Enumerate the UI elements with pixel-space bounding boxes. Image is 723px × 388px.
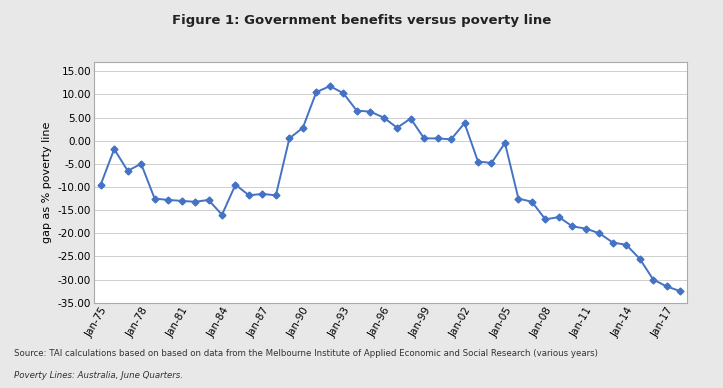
Text: Poverty Lines: Australia, June Quarters.: Poverty Lines: Australia, June Quarters. <box>14 371 184 379</box>
Y-axis label: gap as % poverty line: gap as % poverty line <box>42 122 52 243</box>
Text: Figure 1: Government benefits versus poverty line: Figure 1: Government benefits versus pov… <box>172 14 551 27</box>
Text: Source: TAI calculations based on based on data from the Melbourne Institute of : Source: TAI calculations based on based … <box>14 349 599 358</box>
